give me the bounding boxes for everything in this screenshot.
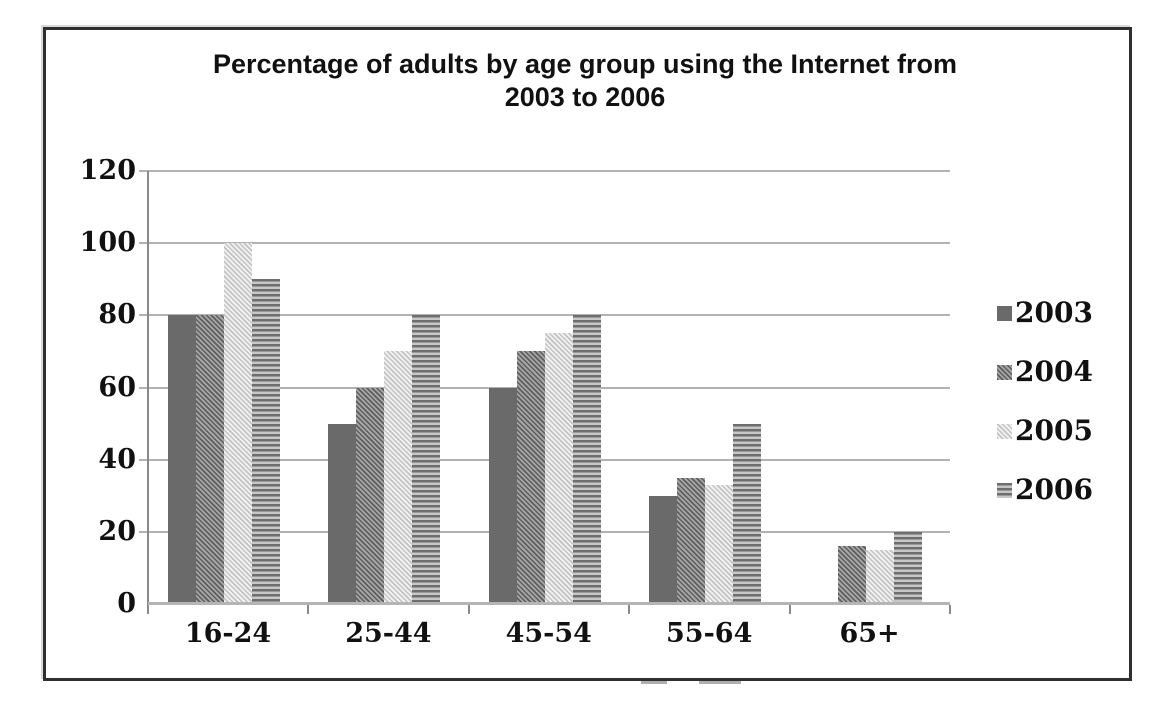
- chart-title-line-2: 2003 to 2006: [504, 82, 666, 112]
- chart-title: Percentage of adults by age group using …: [120, 48, 1050, 114]
- legend-marker-2005-icon: [997, 423, 1012, 439]
- chart-title-line-1: Percentage of adults by age group using …: [212, 49, 958, 79]
- legend-entry-2004: 2004: [997, 357, 1093, 387]
- y-tick-label-20: 20: [98, 515, 136, 547]
- bar-2004-16-24: [196, 315, 224, 604]
- x-category-label-25-44: 25-44: [345, 618, 432, 649]
- x-axis-tick: [949, 605, 951, 614]
- y-tick-label-0: 0: [117, 588, 136, 619]
- bar-2004-45-54: [516, 351, 545, 604]
- bar-2006-65+: [893, 531, 922, 604]
- bar-2005-65+: [865, 549, 894, 604]
- bar-2005-45-54: [544, 333, 573, 604]
- bar-2006-55-64: [733, 423, 762, 604]
- legend-label-2006: 2006: [1015, 473, 1093, 506]
- x-axis-tick: [628, 605, 631, 614]
- bar-2006-16-24: [252, 279, 280, 604]
- y-tick-label-80: 80: [98, 299, 136, 331]
- legend-label-2005: 2005: [1015, 414, 1093, 447]
- legend-label-2003: 2003: [1015, 296, 1093, 329]
- artifact-smudge: [699, 681, 741, 684]
- legend-entry-2003: 2003: [997, 298, 1093, 328]
- y-axis-line: [147, 171, 149, 613]
- gridline-120: [139, 170, 950, 172]
- bar-2005-16-24: [224, 243, 252, 604]
- x-axis-tick: [307, 605, 310, 614]
- bar-2003-55-64: [649, 495, 678, 604]
- x-category-label-55-64: 55-64: [666, 618, 753, 649]
- x-category-label-65+: 65+: [839, 618, 900, 649]
- bar-2003-25-44: [328, 423, 357, 604]
- bar-2006-25-44: [412, 315, 441, 604]
- legend-marker-2006-icon: [997, 482, 1012, 498]
- legend-entry-2005: 2005: [997, 416, 1093, 446]
- bar-2003-45-54: [488, 387, 517, 604]
- x-category-label-16-24: 16-24: [184, 618, 272, 649]
- y-tick-label-120: 120: [79, 155, 136, 186]
- x-axis-line: [148, 602, 950, 605]
- y-tick-label-40: 40: [98, 443, 136, 475]
- bar-2005-55-64: [705, 484, 734, 604]
- x-axis-tick: [788, 605, 791, 614]
- legend-marker-2004-icon: [997, 364, 1012, 380]
- legend: 2003 2004 2005 2006: [997, 298, 1093, 505]
- legend-entry-2006: 2006: [997, 475, 1093, 505]
- x-category-label-45-54: 45-54: [505, 618, 592, 649]
- y-tick-label-60: 60: [98, 371, 136, 403]
- gridline-100: [139, 242, 950, 245]
- x-axis-tick: [467, 605, 470, 614]
- legend-label-2004: 2004: [1015, 355, 1093, 388]
- bar-2004-55-64: [677, 477, 706, 604]
- plot-area: [139, 170, 950, 604]
- y-tick-label-100: 100: [79, 227, 136, 259]
- legend-marker-2003-icon: [997, 305, 1012, 321]
- x-axis-tick: [147, 605, 149, 614]
- bar-2004-65+: [837, 546, 866, 604]
- bar-2004-25-44: [356, 387, 385, 604]
- artifact-smudge: [641, 681, 667, 684]
- bar-2006-45-54: [572, 315, 601, 604]
- bar-2005-25-44: [384, 351, 413, 604]
- bar-2003-16-24: [168, 315, 196, 604]
- gridline-80: [139, 314, 950, 317]
